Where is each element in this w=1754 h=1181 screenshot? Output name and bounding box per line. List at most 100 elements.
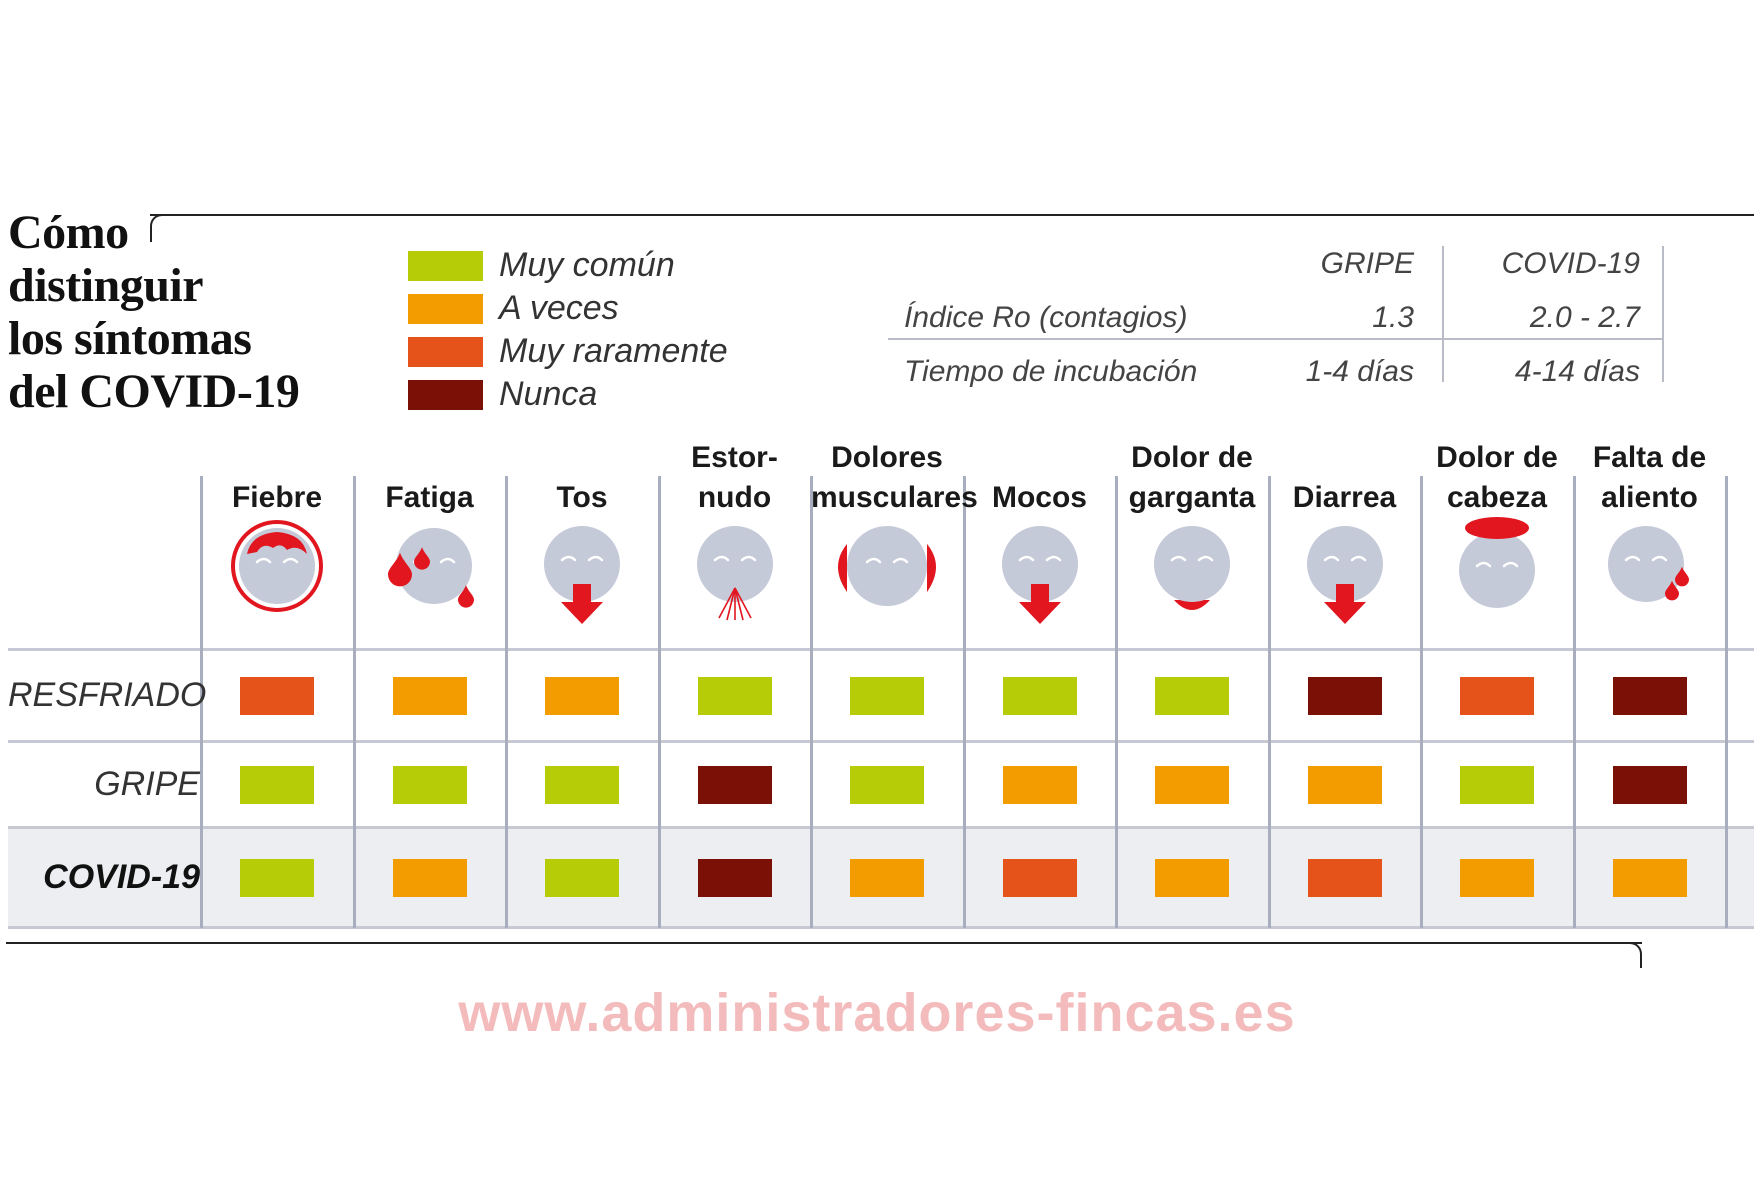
column-header: Dolores musculares (811, 428, 978, 518)
status-swatch (1155, 677, 1229, 715)
frame-top-rule (150, 214, 1754, 216)
status-swatch (1307, 766, 1382, 804)
info-value-gripe: 1.3 (1372, 301, 1414, 334)
column-divider (1267, 476, 1271, 928)
legend-item-a-veces: A veces (408, 287, 728, 330)
column-header-line: Estor- (691, 441, 778, 474)
status-swatch (392, 677, 467, 715)
info-header-row: GRIPE COVID-19 (888, 238, 1664, 292)
status-swatch (697, 677, 772, 715)
status-swatch (240, 766, 314, 804)
row-divider (8, 826, 1754, 829)
column-header-line: Diarrea (1292, 481, 1397, 514)
shortness-of-breath-icon (1607, 526, 1689, 602)
row-label: COVID-19 (43, 858, 200, 896)
status-swatch (1460, 677, 1534, 715)
status-swatch (392, 859, 467, 897)
status-swatch (1307, 677, 1382, 715)
status-swatch (1460, 859, 1534, 897)
status-swatch (1612, 677, 1687, 715)
status-swatch (850, 859, 924, 897)
info-divider (1442, 246, 1444, 382)
column-divider (657, 476, 661, 928)
status-swatch (392, 766, 467, 804)
row-divider (8, 648, 1754, 651)
info-value-covid: 4-14 días (1514, 355, 1640, 388)
info-label: Tiempo de incubación (904, 355, 1198, 388)
column-header-text: Fiebre (201, 478, 353, 518)
status-swatch (850, 766, 924, 804)
column-header: Diarrea (1269, 428, 1421, 518)
info-row-incubation: Tiempo de incubación 1-4 días 4-14 días (888, 346, 1664, 400)
column-header-text: Falta de aliento (1574, 438, 1726, 518)
frame-bottom-rule (6, 942, 1642, 944)
status-swatch (1612, 859, 1687, 897)
column-header-line: Tos (556, 481, 608, 514)
info-divider (888, 338, 1664, 340)
status-swatch (545, 859, 619, 897)
status-swatch (1155, 859, 1229, 897)
column-header-text: Dolores musculares (811, 438, 978, 518)
frame-bottom-corner (1626, 942, 1642, 968)
info-divider (1662, 246, 1664, 382)
frame-top-corner (150, 214, 166, 242)
column-divider (1115, 476, 1118, 928)
sneeze-icon (696, 526, 773, 621)
status-swatch (545, 766, 619, 804)
legend-item-muy-raramente: Muy raramente (408, 330, 728, 373)
column-header-line: aliento (1601, 481, 1698, 514)
symptom-icon-cell (354, 514, 506, 630)
fever-icon (231, 520, 323, 612)
symptom-icon-cell (659, 514, 811, 630)
status-swatch (240, 677, 314, 715)
column-divider (505, 476, 508, 928)
symptom-table: Fiebre Fatiga Tos Estor-nudo Dolores muscular… (8, 428, 1754, 929)
status-swatch (1002, 859, 1077, 897)
status-swatch (1155, 766, 1229, 804)
title-line: Cómo (8, 206, 129, 259)
page-title: Cómo distinguir los síntomas del COVID-1… (8, 206, 300, 418)
headache-icon (1459, 517, 1535, 608)
column-header: Estor-nudo (659, 428, 811, 518)
status-swatch (240, 859, 314, 897)
column-header-line: cabeza (1446, 481, 1548, 514)
column-header-line: Dolor de (1131, 441, 1253, 474)
status-swatch (850, 677, 924, 715)
symptom-icon-cell (201, 514, 353, 630)
column-header: Dolor de cabeza (1421, 428, 1573, 518)
legend: Muy común A veces Muy raramente Nunca (408, 244, 728, 416)
info-table: GRIPE COVID-19 Índice Ro (contagios) 1.3… (888, 238, 1664, 400)
legend-swatch (408, 250, 483, 281)
watermark: www.administradores-fincas.es (458, 983, 1296, 1043)
column-header-text: Tos (506, 478, 658, 518)
column-header-text: Estor-nudo (659, 438, 811, 518)
symptom-icon-cell (1269, 514, 1421, 630)
legend-item-nunca: Nunca (408, 373, 728, 416)
column-header: Fatiga (354, 428, 506, 518)
column-header-line: Fiebre (231, 481, 323, 514)
column-header: Dolor de garganta (1116, 428, 1268, 518)
status-swatch (697, 766, 772, 804)
row-label: GRIPE (94, 765, 200, 803)
legend-label: Muy raramente (499, 332, 728, 370)
status-swatch (1460, 766, 1534, 804)
fatigue-icon (387, 528, 474, 608)
symptom-icon-cell (1116, 514, 1268, 630)
runny-nose-icon (1001, 526, 1078, 624)
column-header: Mocos (964, 428, 1116, 518)
column-header-line: Dolor de (1436, 441, 1558, 474)
status-swatch (1002, 766, 1077, 804)
column-divider (1420, 476, 1423, 928)
row-divider (8, 926, 1754, 929)
info-value-gripe: 1-4 días (1305, 355, 1414, 388)
legend-swatch (408, 379, 483, 410)
status-swatch (1612, 766, 1687, 804)
legend-label: Muy común (499, 246, 675, 284)
column-header-line: Fatiga (385, 481, 474, 514)
column-header-text: Dolor de cabeza (1421, 438, 1573, 518)
symptom-icon-cell (506, 514, 658, 630)
column-header-line: nudo (697, 481, 772, 514)
sore-throat-icon (1154, 526, 1230, 610)
column-header-text: Dolor de garganta (1116, 438, 1268, 518)
symptom-icon-cell (811, 514, 963, 630)
